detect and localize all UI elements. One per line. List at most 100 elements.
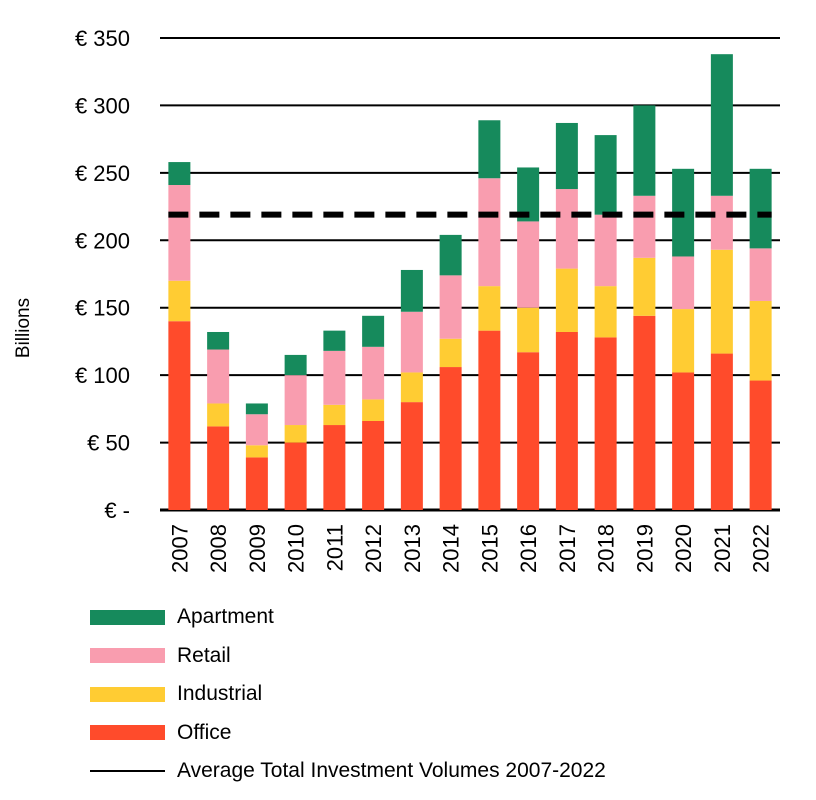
legend-item-industrial: Industrial: [90, 675, 606, 714]
x-tick-label: 2009: [245, 524, 270, 573]
bar-office-2016: [517, 352, 540, 510]
bar-retail-2011: [323, 350, 346, 405]
bar-office-2021: [710, 353, 733, 510]
bar-office-2007: [168, 321, 191, 510]
bar-industrial-2019: [633, 257, 656, 316]
bar-office-2008: [207, 426, 230, 510]
bar-apartment-2012: [362, 315, 385, 347]
x-tick-label: 2014: [439, 524, 464, 573]
legend-label-average-line: Average Total Investment Volumes 2007-20…: [177, 759, 606, 783]
legend-swatch-apartment: [90, 609, 165, 625]
y-axis-label: Billions: [13, 298, 34, 358]
bar-retail-2017: [555, 189, 578, 269]
y-tick-label: € 50: [87, 431, 130, 456]
bar-industrial-2009: [245, 445, 268, 458]
bar-office-2018: [594, 337, 617, 510]
legend-label-office: Office: [177, 720, 232, 744]
legend-label-retail: Retail: [177, 643, 231, 667]
bar-apartment-2019: [633, 105, 656, 196]
bar-retail-2013: [400, 311, 423, 373]
bar-industrial-2011: [323, 404, 346, 426]
x-tick-label: 2013: [400, 524, 425, 573]
bar-retail-2020: [672, 256, 695, 310]
x-axis-ticks: 2007 2008 2009 2010 2011 2012 2013 2014 2015 2016…: [167, 524, 773, 573]
bar-office-2014: [439, 367, 462, 510]
bar-office-2019: [633, 315, 656, 510]
bar-retail-2016: [517, 221, 540, 308]
bar-office-2009: [245, 457, 268, 510]
stacked-bar-chart: € - € 50 € 100 € 150 € 200 € 250 € 300 € 350 20…: [13, 26, 780, 573]
y-tick-label: € 100: [75, 363, 130, 388]
x-tick-label: 2012: [361, 524, 386, 573]
legend-swatch-industrial: [90, 686, 165, 702]
bar-apartment-2021: [710, 54, 733, 196]
y-tick-label: € 250: [75, 161, 130, 186]
x-tick-label: 2020: [671, 524, 696, 573]
bar-office-2011: [323, 425, 346, 510]
y-axis-ticks: € - € 50 € 100 € 150 € 200 € 250 € 300 € 350: [75, 26, 130, 523]
x-tick-label: 2018: [594, 524, 619, 573]
legend-label-industrial: Industrial: [177, 682, 263, 706]
x-tick-label: 2017: [555, 524, 580, 573]
bar-industrial-2012: [362, 399, 385, 421]
bar-apartment-2016: [517, 167, 540, 222]
x-tick-label: 2010: [284, 524, 309, 573]
legend-item-office: Office: [90, 714, 606, 753]
y-tick-label: € 200: [75, 228, 130, 253]
bar-office-2015: [478, 330, 501, 510]
x-tick-label: 2021: [710, 524, 735, 573]
bar-industrial-2022: [749, 300, 772, 381]
bar-retail-2015: [478, 178, 501, 287]
bar-industrial-2021: [710, 249, 733, 354]
bar-office-2022: [749, 380, 772, 510]
bar-retail-2019: [633, 195, 656, 258]
bar-industrial-2007: [168, 280, 191, 322]
bar-apartment-2017: [555, 122, 578, 190]
legend-swatch-average-line: [90, 770, 165, 773]
bar-industrial-2008: [207, 403, 230, 427]
bars: [168, 54, 772, 510]
bar-industrial-2014: [439, 338, 462, 368]
bar-apartment-2009: [245, 403, 268, 415]
bar-retail-2022: [749, 248, 772, 301]
y-tick-label: € 150: [75, 296, 130, 321]
bar-apartment-2008: [207, 331, 230, 350]
bar-apartment-2018: [594, 135, 617, 215]
legend: Apartment Retail Industrial Office Avera…: [90, 598, 606, 791]
bar-industrial-2013: [400, 372, 423, 403]
bar-retail-2010: [284, 375, 307, 426]
bar-apartment-2015: [478, 120, 501, 179]
x-tick-label: 2016: [516, 524, 541, 573]
bar-retail-2008: [207, 349, 230, 404]
x-tick-label: 2007: [167, 524, 192, 573]
bar-apartment-2011: [323, 330, 346, 351]
legend-swatch-office: [90, 725, 165, 741]
bar-retail-2021: [710, 195, 733, 250]
legend-item-apartment: Apartment: [90, 598, 606, 637]
bar-apartment-2013: [400, 269, 423, 312]
bar-office-2020: [672, 372, 695, 510]
bar-retail-2009: [245, 414, 268, 446]
bar-office-2012: [362, 420, 385, 510]
bar-apartment-2007: [168, 162, 191, 185]
y-tick-label: € -: [104, 498, 130, 523]
bar-retail-2018: [594, 214, 617, 287]
y-tick-label: € 300: [75, 93, 130, 118]
bar-industrial-2016: [517, 307, 540, 353]
bar-apartment-2022: [749, 168, 772, 249]
x-tick-label: 2011: [322, 524, 347, 571]
x-tick-label: 2015: [477, 524, 502, 573]
bar-apartment-2010: [284, 354, 307, 376]
bar-office-2017: [555, 331, 578, 510]
legend-item-average-line: Average Total Investment Volumes 2007-20…: [90, 752, 606, 791]
bar-industrial-2017: [555, 268, 578, 332]
bar-retail-2012: [362, 346, 385, 400]
bar-office-2013: [400, 402, 423, 510]
bar-industrial-2020: [672, 309, 695, 373]
legend-swatch-retail: [90, 648, 165, 664]
bar-office-2010: [284, 442, 307, 510]
bar-retail-2014: [439, 275, 462, 339]
bar-apartment-2014: [439, 234, 462, 276]
bar-retail-2007: [168, 184, 191, 281]
x-tick-label: 2019: [632, 524, 657, 573]
